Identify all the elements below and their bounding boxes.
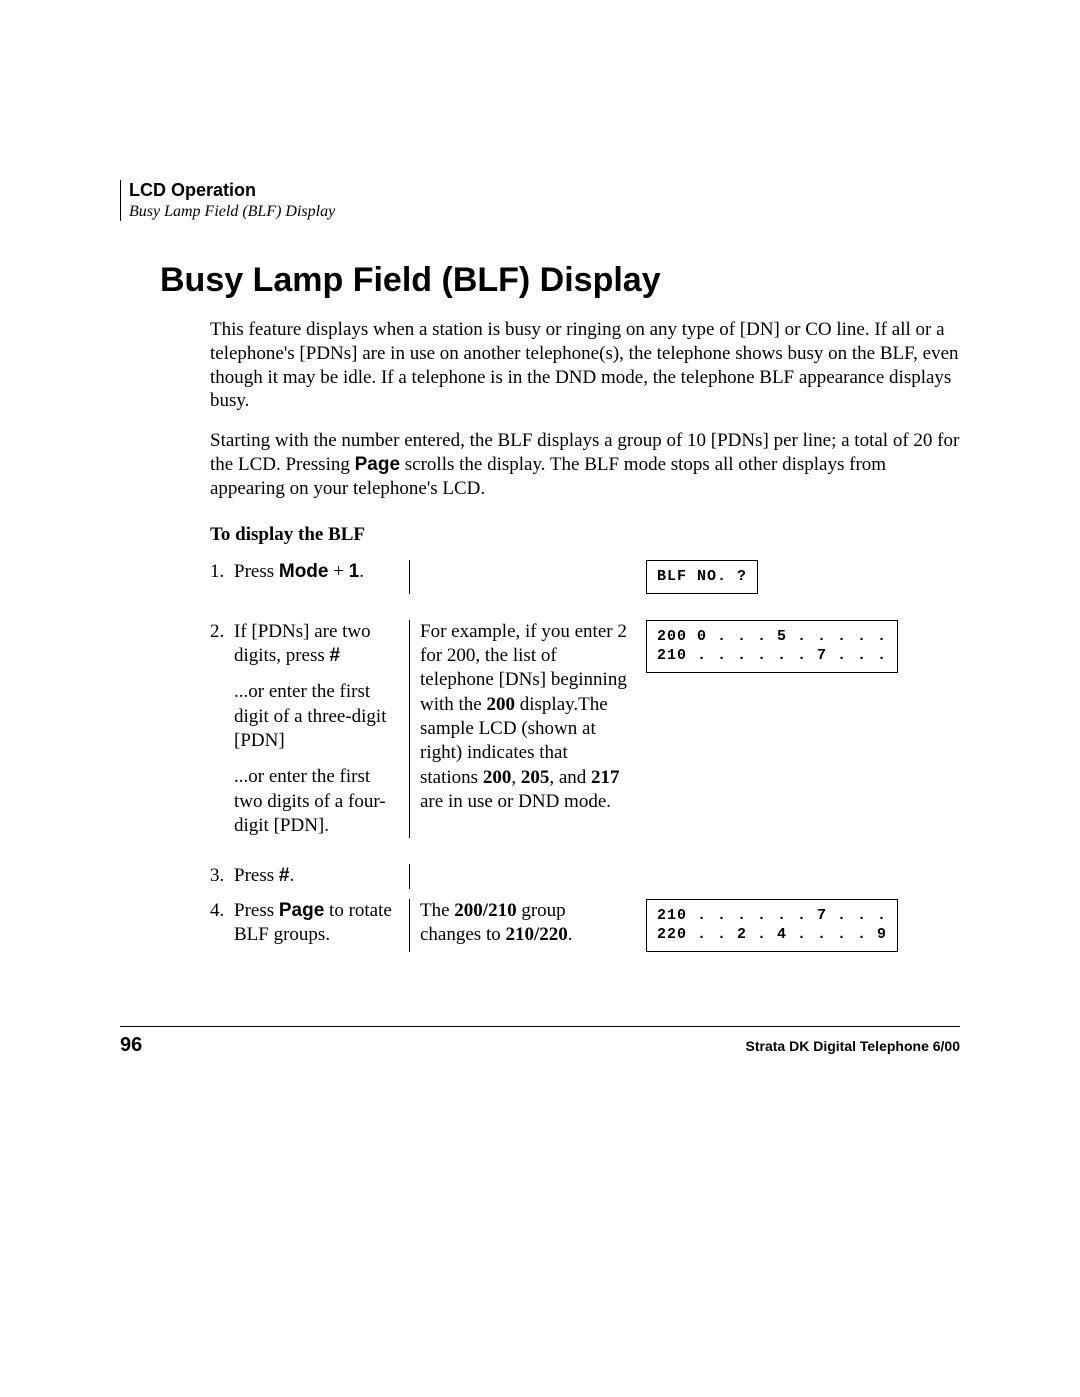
step-1-text-a: Press bbox=[234, 561, 279, 582]
step-2-action: 2. If [PDNs] are two digits, press # ...… bbox=[210, 620, 410, 839]
step-4-mid-b: 200/210 bbox=[454, 900, 516, 921]
step-3-text-a: Press bbox=[234, 865, 279, 886]
step-3-key-hash: # bbox=[279, 865, 290, 886]
lcd-display-2: 200 0 . . . 5 . . . . . 210 . . . . . . … bbox=[646, 620, 898, 673]
step-3-display bbox=[642, 864, 862, 888]
page-number: 96 bbox=[120, 1034, 142, 1057]
step-3-text-c: . bbox=[289, 865, 294, 886]
step-4-display: 210 . . . . . . 7 . . . 220 . . 2 . 4 . … bbox=[642, 899, 862, 952]
step-1-text-c: + bbox=[328, 561, 348, 582]
running-header: LCD Operation Busy Lamp Field (BLF) Disp… bbox=[120, 180, 960, 221]
page-footer: 96 Strata DK Digital Telephone 6/00 bbox=[120, 1034, 960, 1057]
step-2-line1a: If [PDNs] are two digits, press bbox=[234, 621, 371, 666]
step-1-row: 1. Press Mode + 1. BLF NO. ? bbox=[210, 560, 960, 594]
step-4-row: 4. Press Page to rotate BLF groups. The … bbox=[210, 899, 960, 952]
step-2-mid-i: are in use or DND mode. bbox=[420, 791, 611, 812]
step-4-mid-e: . bbox=[568, 924, 573, 945]
step-3-row: 3. Press #. bbox=[210, 864, 960, 888]
intro-paragraph-1: This feature displays when a station is … bbox=[210, 318, 960, 413]
step-4-description: The 200/210 group changes to 210/220. bbox=[416, 899, 636, 952]
step-4-text-a: Press bbox=[234, 900, 279, 921]
step-4-mid-d: 210/220 bbox=[505, 924, 567, 945]
step-2-mid-b: 200 bbox=[487, 694, 516, 715]
step-2-mid-d: 200 bbox=[483, 767, 512, 788]
step-2-key-hash: # bbox=[330, 645, 341, 666]
document-page: LCD Operation Busy Lamp Field (BLF) Disp… bbox=[0, 0, 1080, 1397]
step-2-mid-h: 217 bbox=[591, 767, 620, 788]
step-4-action: 4. Press Page to rotate BLF groups. bbox=[210, 899, 410, 952]
header-subsection: Busy Lamp Field (BLF) Display bbox=[129, 203, 960, 221]
step-2-number: 2. bbox=[210, 620, 224, 644]
procedure-steps: 1. Press Mode + 1. BLF NO. ? 2. If [PDNs… bbox=[210, 560, 960, 951]
step-1-text-e: . bbox=[359, 561, 364, 582]
step-2-mid-e: , bbox=[511, 767, 521, 788]
step-4-mid-a: The bbox=[420, 900, 454, 921]
step-2-line3: ...or enter the first two digits of a fo… bbox=[234, 765, 403, 838]
page-title: Busy Lamp Field (BLF) Display bbox=[160, 261, 960, 300]
step-3-description bbox=[416, 864, 636, 888]
step-2-row: 2. If [PDNs] are two digits, press # ...… bbox=[210, 620, 960, 839]
step-1-key-mode: Mode bbox=[279, 561, 329, 582]
intro-paragraph-2: Starting with the number entered, the BL… bbox=[210, 429, 960, 500]
lcd-display-3: 210 . . . . . . 7 . . . 220 . . 2 . 4 . … bbox=[646, 899, 898, 952]
lcd-display-1: BLF NO. ? bbox=[646, 560, 758, 594]
step-1-number: 1. bbox=[210, 560, 224, 584]
step-3-action: 3. Press #. bbox=[210, 864, 410, 888]
step-3-number: 3. bbox=[210, 864, 224, 888]
step-1-key-1: 1 bbox=[349, 561, 360, 582]
para2-key-page: Page bbox=[355, 454, 400, 475]
header-section: LCD Operation bbox=[129, 180, 960, 201]
step-2-description: For example, if you enter 2 for 200, the… bbox=[416, 620, 636, 839]
procedure-heading: To display the BLF bbox=[210, 524, 960, 546]
step-2-mid-g: , and bbox=[549, 767, 591, 788]
step-1-action: 1. Press Mode + 1. bbox=[210, 560, 410, 594]
step-4-number: 4. bbox=[210, 899, 224, 923]
footer-doc-title: Strata DK Digital Telephone 6/00 bbox=[746, 1038, 960, 1054]
step-1-description bbox=[416, 560, 636, 594]
step-2-line2: ...or enter the first digit of a three-d… bbox=[234, 680, 403, 753]
step-1-display: BLF NO. ? bbox=[642, 560, 862, 594]
footer-rule bbox=[120, 1026, 960, 1027]
step-2-mid-f: 205 bbox=[521, 767, 550, 788]
step-2-display: 200 0 . . . 5 . . . . . 210 . . . . . . … bbox=[642, 620, 862, 839]
step-4-key-page: Page bbox=[279, 900, 324, 921]
